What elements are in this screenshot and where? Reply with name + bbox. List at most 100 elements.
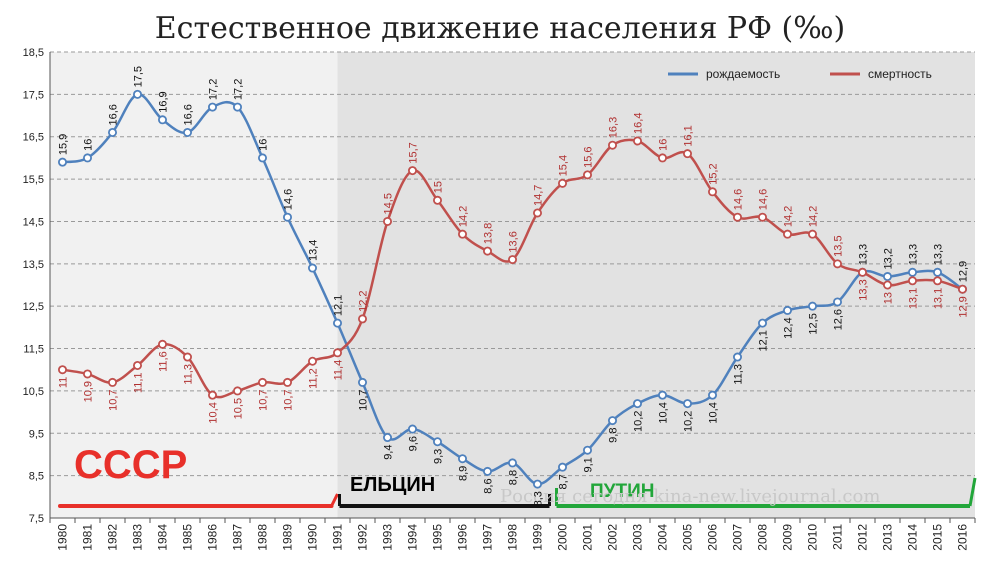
- data-point: [108, 377, 118, 387]
- deaths-label: 16: [658, 139, 670, 151]
- data-point: [758, 318, 768, 328]
- deaths-label: 13,3: [858, 279, 870, 300]
- data-point: [533, 479, 543, 489]
- data-point: [658, 153, 668, 163]
- data-point: [583, 445, 593, 455]
- x-tick-label: 1998: [506, 524, 520, 551]
- data-point: [207, 390, 217, 400]
- data-point: [282, 212, 292, 222]
- axes: 7,5 8,5 9,5 10,5 11,5 12,5 13,5 14,5 15,5 16,5 17,…: [23, 47, 976, 551]
- data-point: [307, 356, 317, 366]
- births-label: 10,4: [708, 402, 720, 423]
- deaths-label: 11,2: [308, 368, 320, 389]
- data-point: [733, 352, 743, 362]
- data-point: [257, 377, 267, 387]
- births-label: 17,5: [133, 66, 145, 87]
- data-point: [132, 89, 142, 99]
- births-label: 17,2: [233, 79, 245, 100]
- data-point: [633, 136, 643, 146]
- x-tick-label: 2011: [831, 524, 845, 550]
- data-point: [708, 390, 718, 400]
- y-tick-label: 7,5: [29, 513, 44, 525]
- x-tick-label: 2015: [931, 524, 945, 551]
- births-label: 13,2: [883, 248, 895, 269]
- x-tick-label: 1982: [106, 524, 120, 551]
- births-label: 13,3: [858, 244, 870, 265]
- era-label-putin: ПУТИН: [590, 481, 654, 502]
- x-tick-label: 2000: [556, 524, 570, 551]
- deaths-label: 10,5: [233, 398, 245, 419]
- deaths-label: 12,2: [358, 290, 370, 311]
- y-tick-label: 10,5: [23, 386, 44, 398]
- era-bracket-ussr: [330, 493, 339, 507]
- y-tick-label: 8,5: [29, 471, 44, 483]
- era-markers: СССР ЕЛЬЦИН ПУТИН: [58, 443, 977, 508]
- births-label: 9,4: [383, 445, 395, 460]
- y-tick-label: 9,5: [29, 428, 44, 440]
- births-label: 12,5: [808, 313, 820, 334]
- era-label-ussr: СССР: [74, 443, 187, 487]
- y-tick-label: 11,5: [23, 344, 44, 356]
- data-point: [382, 433, 392, 443]
- births-label: 8,8: [508, 470, 520, 485]
- data-point: [182, 352, 192, 362]
- data-point: [733, 212, 743, 222]
- data-point: [332, 348, 342, 358]
- data-point: [407, 166, 417, 176]
- data-point: [933, 276, 943, 286]
- x-tick-label: 1985: [181, 524, 195, 551]
- y-tick-label: 13,5: [23, 259, 44, 271]
- deaths-label: 13,6: [508, 231, 520, 252]
- x-tick-label: 1980: [56, 524, 70, 551]
- deaths-label: 14,2: [808, 206, 820, 227]
- births-label: 8,3: [533, 491, 545, 506]
- data-point: [608, 416, 618, 426]
- x-tick-label: 1991: [331, 524, 345, 551]
- era-bracket-putin-end: [968, 477, 977, 507]
- data-point: [307, 263, 317, 273]
- deaths-label: 13,8: [483, 223, 495, 244]
- x-tick-label: 1989: [281, 524, 295, 551]
- deaths-label: 15,2: [708, 163, 720, 184]
- births-label: 10,2: [683, 411, 695, 432]
- births-label: 16: [83, 139, 95, 151]
- data-point: [658, 390, 668, 400]
- births-label: 10,4: [658, 402, 670, 423]
- deaths-label: 11,3: [183, 364, 195, 385]
- data-point: [833, 297, 843, 307]
- data-point: [683, 149, 693, 159]
- data-point: [833, 259, 843, 269]
- deaths-label: 13: [883, 292, 895, 304]
- deaths-label: 15: [433, 181, 445, 193]
- x-tick-label: 2016: [956, 524, 970, 551]
- data-point: [182, 127, 192, 137]
- data-point: [758, 212, 768, 222]
- data-point: [482, 246, 492, 256]
- births-label: 13,3: [933, 244, 945, 265]
- births-label: 9,1: [583, 457, 595, 472]
- births-label: 12,4: [783, 317, 795, 338]
- data-point: [232, 386, 242, 396]
- x-tick-label: 2004: [656, 524, 670, 551]
- deaths-label: 16,1: [683, 125, 695, 146]
- x-tick-label: 2013: [881, 524, 895, 551]
- data-point: [783, 305, 793, 315]
- x-tick-label: 2014: [906, 524, 920, 551]
- data-point: [883, 280, 893, 290]
- deaths-label: 16,4: [633, 113, 645, 134]
- births-label: 10,2: [633, 411, 645, 432]
- births-label: 15,9: [58, 134, 70, 155]
- data-point: [332, 318, 342, 328]
- x-tick-label: 2008: [756, 524, 770, 551]
- data-point: [482, 466, 492, 476]
- data-point: [357, 314, 367, 324]
- births-label: 12,1: [333, 295, 345, 316]
- deaths-label: 11,6: [158, 351, 170, 372]
- x-tick-label: 1997: [481, 524, 495, 551]
- y-tick-label: 17,5: [23, 89, 44, 101]
- x-tick-label: 1983: [131, 524, 145, 551]
- deaths-label: 10,7: [258, 389, 270, 410]
- deaths-label: 14,2: [458, 206, 470, 227]
- data-point: [207, 102, 217, 112]
- births-label: 16,6: [108, 104, 120, 125]
